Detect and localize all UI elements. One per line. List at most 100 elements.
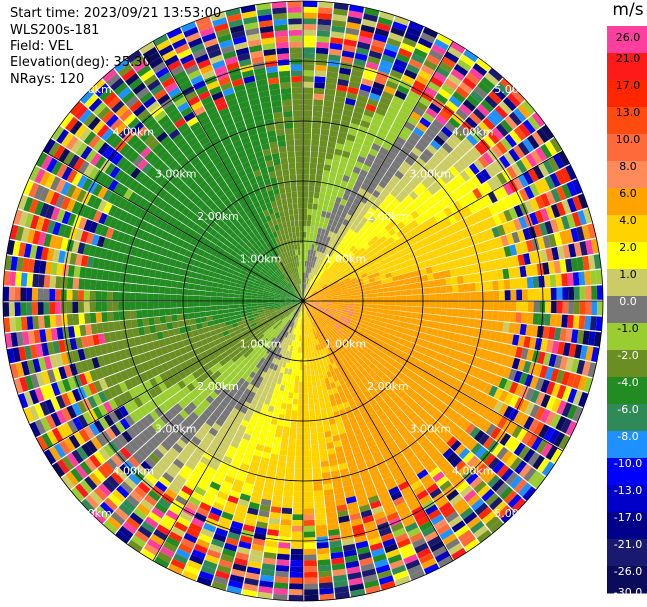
velocity-gate [406,289,413,296]
velocity-gate [424,209,434,219]
velocity-gate [521,277,528,289]
velocity-gate [288,589,303,596]
velocity-gate [312,386,318,393]
velocity-gate [353,311,360,316]
velocity-gate [384,170,394,180]
velocity-gate [367,386,376,395]
velocity-gate [256,296,263,299]
velocity-gate [509,278,517,290]
velocity-gate [282,426,290,433]
velocity-gate [536,325,544,338]
velocity-gate [8,302,15,317]
velocity-gate [438,271,446,279]
velocity-gate [329,423,338,431]
velocity-gate [312,250,317,257]
velocity-gate [494,105,508,119]
velocity-gate [397,389,406,399]
velocity-gate [166,272,174,281]
velocity-gate [320,297,326,300]
velocity-gate [317,432,325,439]
velocity-gate [371,304,378,309]
velocity-gate [315,524,328,532]
velocity-gate [325,318,331,323]
velocity-gate [329,251,335,258]
velocity-gate [436,413,447,424]
velocity-gate [438,61,453,73]
velocity-gate [393,15,410,26]
velocity-gate [395,251,403,259]
velocity-gate [378,426,388,436]
velocity-gate [409,131,421,142]
velocity-gate [371,117,382,127]
velocity-gate [320,128,330,136]
velocity-gate [319,587,334,595]
velocity-gate [32,273,39,288]
velocity-gate [345,329,352,335]
velocity-gate [306,284,309,290]
velocity-gate [380,259,388,266]
velocity-gate [359,256,366,264]
velocity-gate [503,279,511,290]
velocity-gate [477,197,488,209]
velocity-gate [361,18,377,28]
velocity-gate [329,344,335,351]
velocity-gate [325,303,332,306]
velocity-gate [471,459,484,472]
velocity-gate [372,297,378,301]
velocity-gate [304,560,317,567]
velocity-gate [317,559,331,566]
velocity-gate [373,324,380,330]
velocity-gate [531,238,540,251]
velocity-gate [303,110,313,117]
velocity-gate [425,462,438,474]
velocity-gate [338,216,345,224]
velocity-gate [394,155,405,166]
velocity-gate [437,188,448,199]
velocity-gate [415,216,424,226]
velocity-gate [367,274,375,280]
velocity-gate [421,178,432,189]
velocity-gate [416,352,425,361]
velocity-gate [374,435,384,445]
velocity-gate [434,439,446,451]
velocity-gate [469,112,482,125]
velocity-gate [450,232,459,243]
velocity-gate [438,109,452,122]
velocity-gate [342,305,349,308]
velocity-gate [395,343,404,351]
velocity-gate [233,304,240,309]
velocity-gate [402,100,415,111]
velocity-gate [189,277,196,284]
velocity-gate [459,257,467,267]
velocity-gate [434,389,444,399]
velocity-gate [427,406,438,417]
velocity-gate [306,369,311,376]
velocity-gate [392,275,399,282]
velocity-gate [487,216,497,228]
velocity-gate [353,269,360,275]
velocity-gate [540,442,553,458]
velocity-gate [333,280,339,286]
velocity-gate [475,301,482,310]
velocity-gate [380,366,389,374]
velocity-gate [313,305,319,309]
velocity-gate [342,109,353,117]
velocity-gate [303,93,313,100]
velocity-gate [364,228,373,236]
velocity-gate [319,252,324,259]
velocity-gate [381,141,392,151]
velocity-gate [331,304,338,307]
velocity-gate [482,206,493,219]
velocity-gate [72,289,79,301]
velocity-gate [326,249,332,256]
velocity-gate [307,294,313,298]
velocity-gate [201,321,209,328]
velocity-gate [363,341,371,349]
velocity-gate [405,204,415,214]
velocity-gate [566,213,576,229]
velocity-gate [352,347,359,354]
velocity-gate [308,297,315,300]
velocity-gate [367,98,379,107]
velocity-gate [320,228,326,236]
velocity-gate [487,301,494,311]
